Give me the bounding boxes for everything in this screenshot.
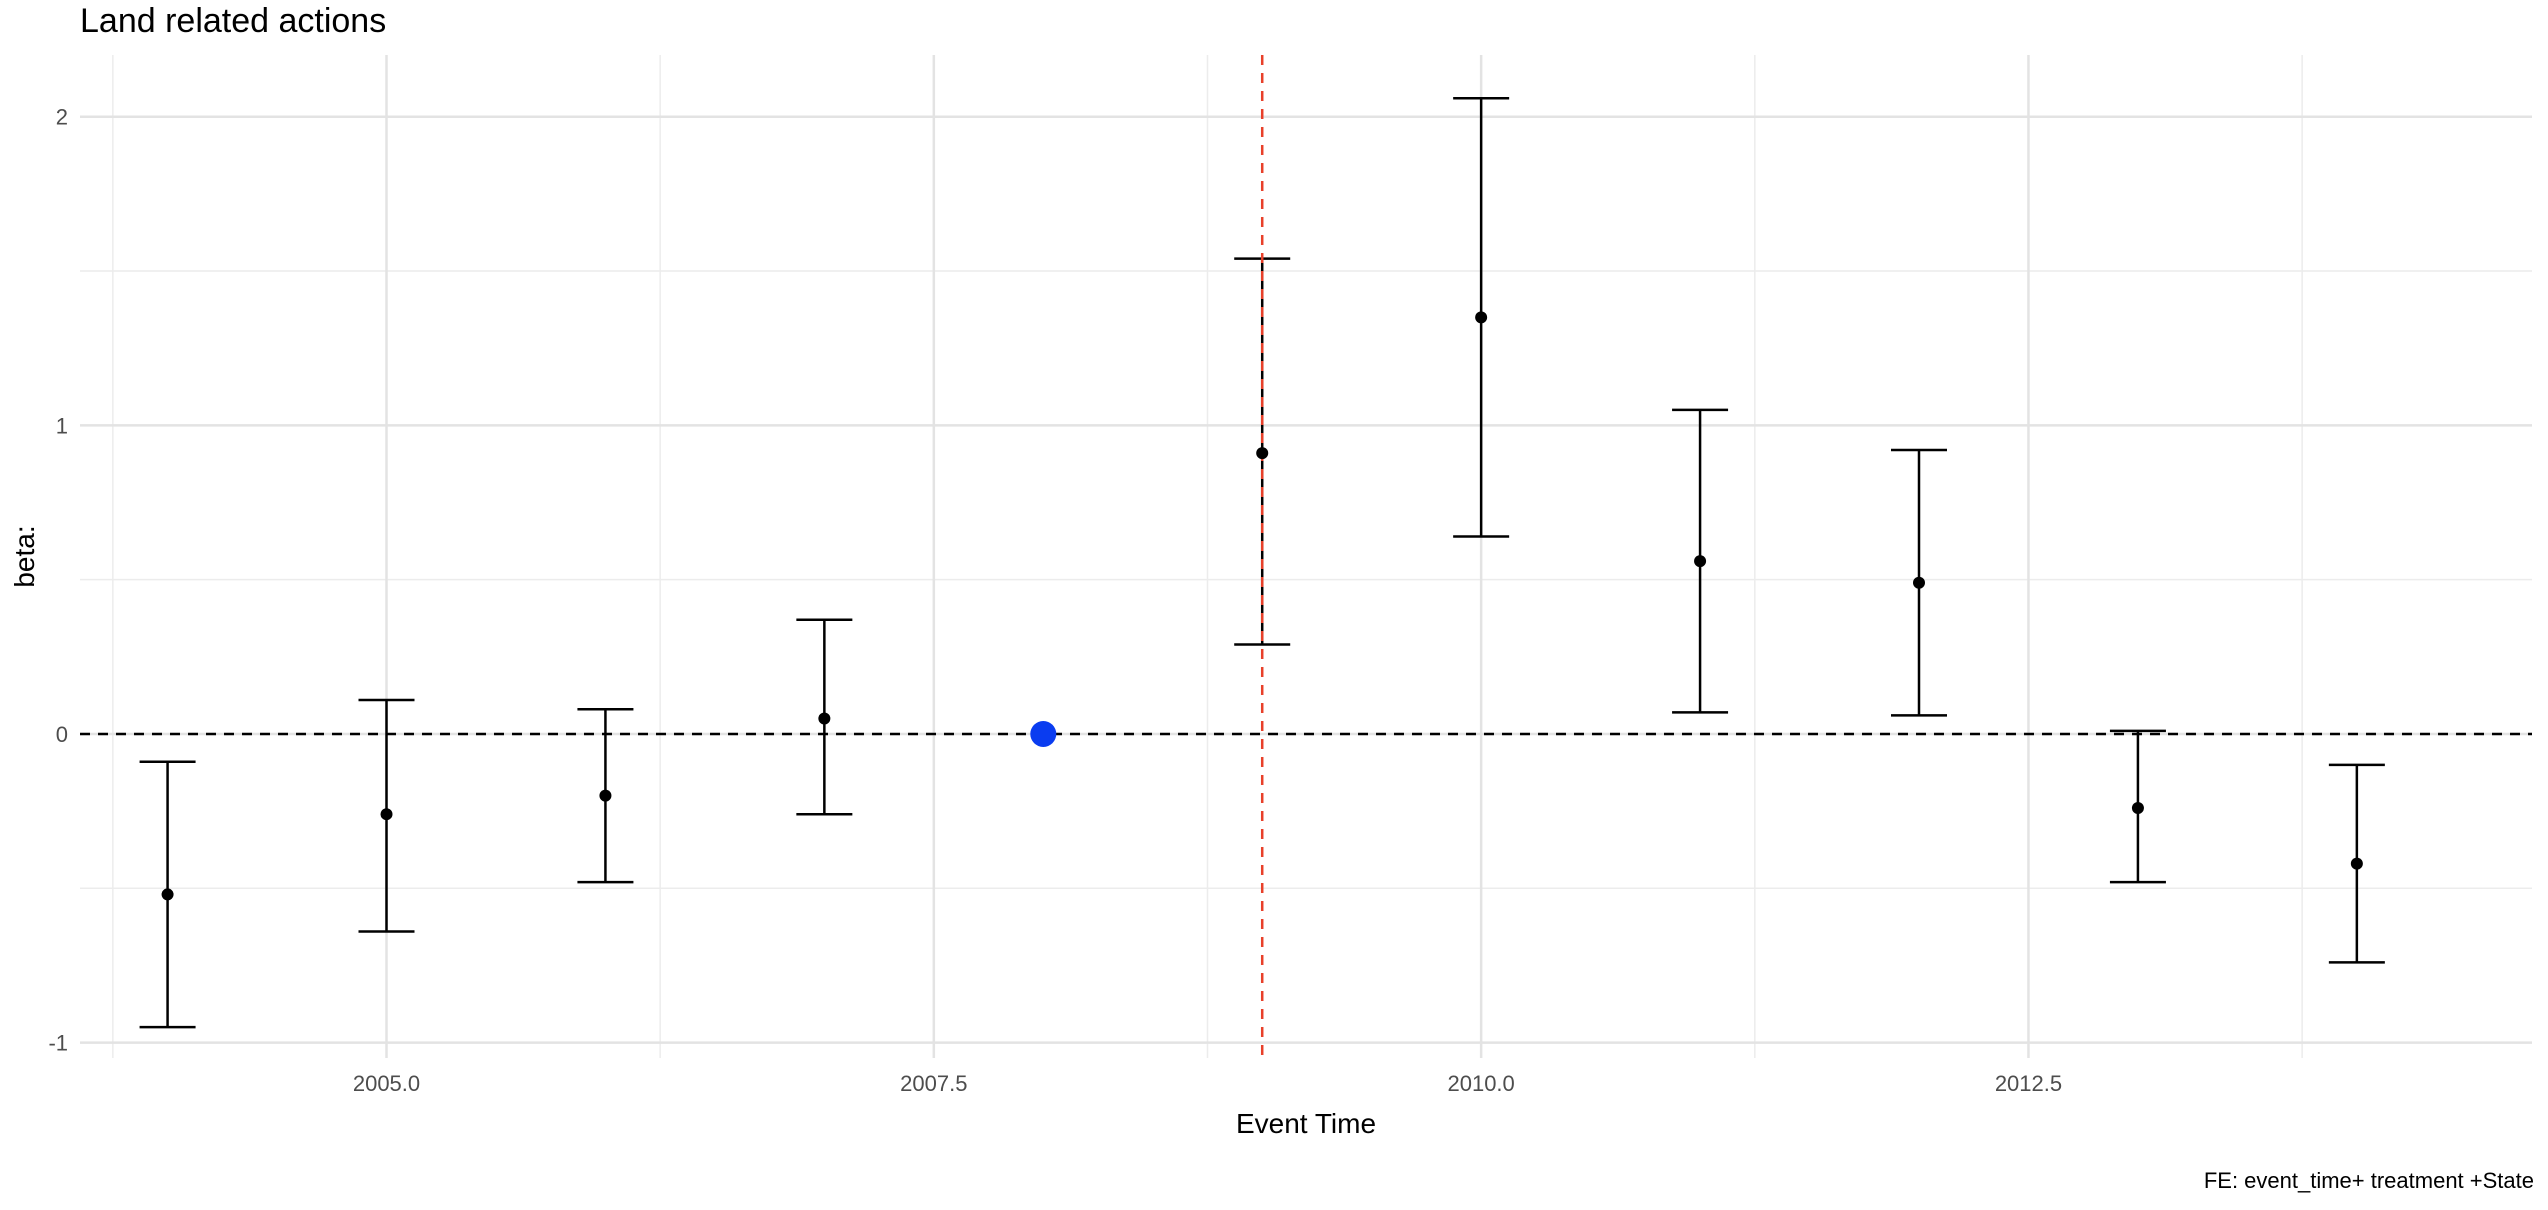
y-tick-label: 0 xyxy=(56,722,68,747)
fixed-effects-caption: FE: event_time+ treatment +State xyxy=(2203,1168,2534,1193)
coefficient-point xyxy=(599,789,612,802)
coefficient-point xyxy=(1475,311,1488,324)
x-tick-label: 2007.5 xyxy=(900,1071,967,1096)
x-axis-title: Event Time xyxy=(1236,1108,1376,1139)
coefficient-point xyxy=(1256,447,1269,460)
coefficient-point xyxy=(161,888,174,901)
coefficient-point xyxy=(2350,857,2363,870)
x-tick-label: 2012.5 xyxy=(1995,1071,2062,1096)
coefficient-point xyxy=(1913,576,1925,589)
coefficient-point xyxy=(2131,802,2144,815)
y-tick-label: 1 xyxy=(56,413,68,438)
y-tick-label: 2 xyxy=(56,105,68,130)
coefficient-point xyxy=(380,808,393,821)
y-axis-title: beta: xyxy=(9,525,40,587)
reference-period-point xyxy=(1030,720,1057,747)
chart-title: Land related actions xyxy=(80,2,387,40)
coefficient-point xyxy=(1694,555,1707,568)
y-tick-label: -1 xyxy=(48,1031,68,1056)
x-tick-label: 2010.0 xyxy=(1447,1071,1514,1096)
coefficient-point xyxy=(818,712,831,725)
x-tick-label: 2005.0 xyxy=(353,1071,420,1096)
